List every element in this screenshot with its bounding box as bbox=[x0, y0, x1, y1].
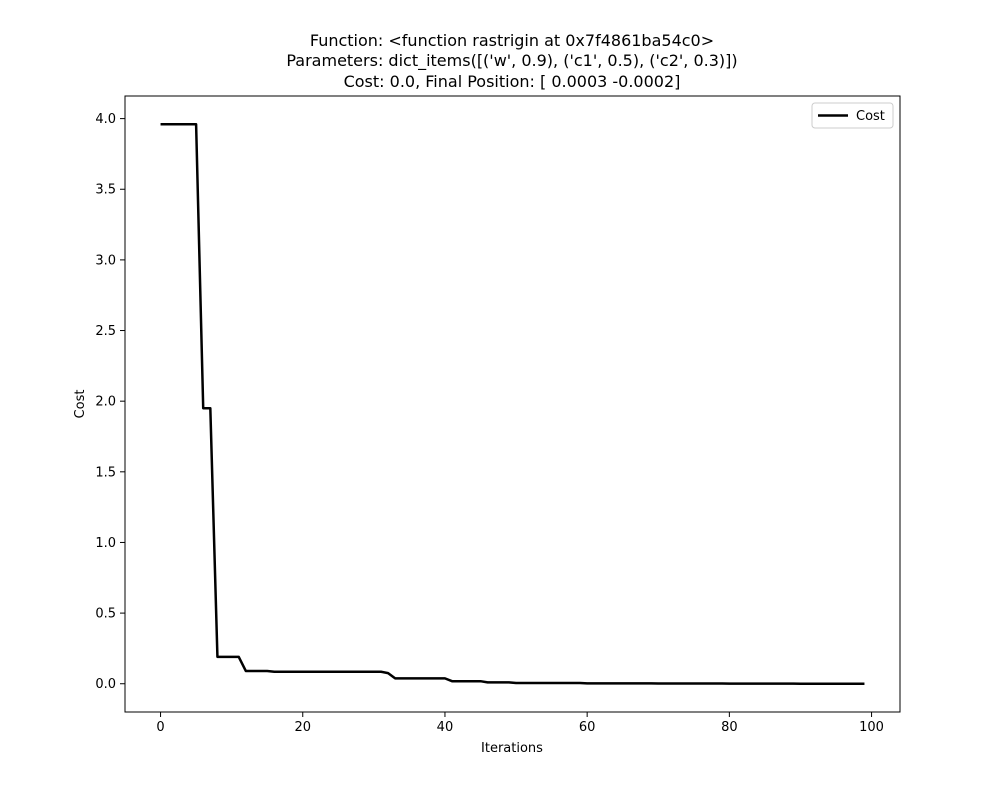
series-line-cost bbox=[160, 123, 865, 685]
x-tick-label: 80 bbox=[721, 720, 738, 735]
x-axis-label: Iterations bbox=[481, 741, 543, 756]
chart-title: Function: <function rastrigin at 0x7f486… bbox=[286, 31, 737, 91]
y-tick-label: 1.5 bbox=[95, 465, 116, 480]
y-axis: 0.0 0.5 1.0 1.5 2.0 2.5 3.0 3.5 4.0 bbox=[95, 112, 125, 692]
x-tick-label: 60 bbox=[579, 720, 596, 735]
series-layer bbox=[160, 123, 865, 685]
y-tick-label: 2.5 bbox=[95, 324, 116, 339]
y-tick-label: 0.5 bbox=[95, 607, 116, 622]
y-tick-label: 1.0 bbox=[95, 536, 116, 551]
chart-title-line-2: Parameters: dict_items([('w', 0.9), ('c1… bbox=[286, 51, 737, 71]
y-axis-label: Cost bbox=[73, 390, 88, 419]
y-tick-label: 4.0 bbox=[95, 112, 116, 127]
y-tick-label: 2.0 bbox=[95, 395, 116, 410]
y-tick-label: 0.0 bbox=[95, 677, 116, 692]
chart-title-line-1: Function: <function rastrigin at 0x7f486… bbox=[310, 31, 714, 50]
legend-label: Cost bbox=[856, 109, 885, 124]
x-tick-label: 100 bbox=[859, 720, 884, 735]
plot-area-frame bbox=[124, 95, 901, 713]
x-tick-label: 20 bbox=[294, 720, 311, 735]
chart-title-line-3: Cost: 0.0, Final Position: [ 0.0003 -0.0… bbox=[344, 72, 681, 91]
legend: Cost bbox=[811, 102, 894, 129]
legend-box bbox=[811, 102, 894, 129]
y-tick-label: 3.0 bbox=[95, 253, 116, 268]
x-tick-label: 0 bbox=[156, 720, 164, 735]
y-tick-label: 3.5 bbox=[95, 183, 116, 198]
x-axis: 0 20 40 60 80 100 bbox=[156, 712, 884, 735]
x-tick-label: 40 bbox=[437, 720, 454, 735]
